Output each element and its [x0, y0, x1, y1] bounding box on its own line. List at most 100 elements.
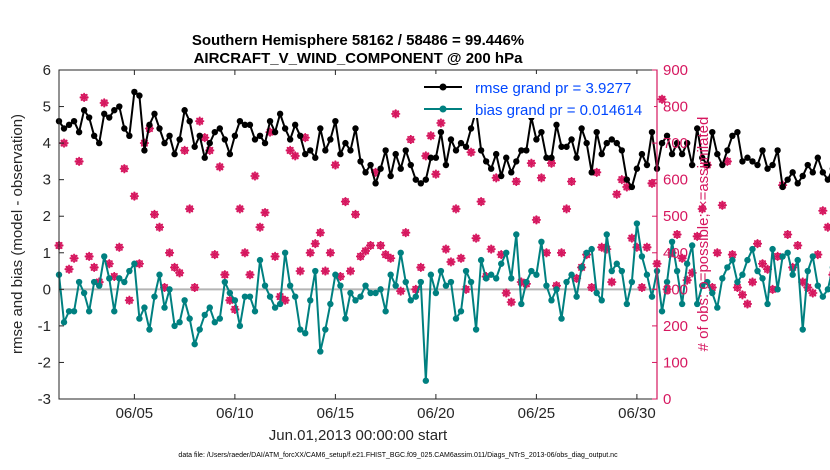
obs-assimilated-marker	[451, 204, 461, 214]
rmse-point	[739, 158, 746, 165]
obs-assimilated-marker	[788, 262, 798, 272]
obs-assimilated-marker	[330, 160, 340, 170]
obs-assimilated-marker	[627, 233, 637, 243]
rmse-point	[367, 161, 374, 169]
bias-point	[482, 275, 490, 282]
rmse-point	[312, 154, 319, 161]
rmse-point	[362, 169, 369, 176]
bias-point	[422, 377, 430, 384]
y2-tick-label: 800	[663, 99, 688, 116]
obs-assimilated-marker	[165, 248, 175, 258]
bias-point	[618, 267, 626, 275]
rmse-point	[457, 139, 465, 147]
rmse-point	[276, 110, 284, 118]
obs-assimilated-marker	[361, 246, 371, 256]
rmse-point	[673, 139, 681, 147]
obs-assimilated-marker	[823, 222, 830, 232]
obs-assimilated-marker	[74, 156, 84, 166]
bias-point	[492, 275, 500, 282]
bias-point	[382, 308, 389, 315]
rmse-point	[533, 136, 540, 143]
rmse-point	[307, 147, 314, 154]
bias-point	[221, 278, 229, 286]
rmse-point	[498, 172, 505, 180]
bias-point	[814, 282, 822, 289]
bias-point	[407, 297, 414, 304]
bias-point	[779, 253, 786, 260]
obs-assimilated-marker	[773, 251, 783, 261]
rmse-point	[337, 150, 344, 158]
obs-assimilated-marker	[687, 268, 697, 278]
obs-assimilated-marker	[265, 127, 275, 137]
obs-assimilated-marker	[250, 171, 260, 181]
obs-assimilated-marker	[491, 173, 501, 183]
data-file-footer: data file: /Users/raeder/DAI/ATM_forcXX/…	[178, 452, 618, 459]
rmse-point	[487, 165, 495, 172]
obs-assimilated-marker	[114, 242, 124, 252]
y-tick-label: -3	[38, 391, 51, 408]
obs-assimilated-marker	[506, 297, 516, 307]
rmse-point	[694, 125, 701, 132]
rmse-point	[136, 92, 143, 99]
bias-point	[322, 326, 329, 333]
axes: -3 -2 -1 0 1 2 3 4 5 6 0 100 200 300 400 500 600 700 800 90…	[38, 62, 688, 422]
obs-assimilated-marker	[225, 295, 235, 305]
obs-assimilated-marker	[421, 151, 431, 161]
bias-point	[583, 249, 590, 256]
rmse-point	[221, 136, 229, 143]
rmse-point	[593, 128, 600, 136]
bias-point	[799, 326, 806, 333]
rmse-point	[266, 117, 274, 125]
obs-assimilated-marker	[642, 242, 652, 252]
obs-assimilated-marker	[270, 251, 280, 261]
rmse-point	[216, 125, 224, 132]
y2-tick-label: 600	[663, 172, 688, 189]
bias-point	[699, 282, 706, 289]
bias-point	[181, 297, 188, 304]
bias-point	[553, 286, 560, 293]
obs-assimilated-marker	[305, 248, 315, 258]
bias-point	[191, 340, 198, 348]
rmse-point	[744, 154, 751, 161]
rmse-point	[161, 139, 168, 147]
bias-point	[412, 293, 419, 300]
rmse-point	[688, 161, 696, 169]
bias-point	[327, 300, 334, 308]
bias-point	[131, 260, 138, 267]
bias-point	[171, 322, 178, 330]
bias-point	[774, 286, 781, 293]
obs-assimilated-marker	[707, 283, 717, 293]
rmse-point	[156, 125, 163, 132]
rmse-point	[342, 139, 349, 147]
obs-assimilated-marker	[692, 231, 702, 241]
x-tick-label: 06/25	[518, 405, 556, 422]
bias-point	[196, 326, 203, 333]
bias-point	[673, 267, 681, 275]
bias-point	[563, 278, 570, 286]
obs-assimilated-marker	[632, 242, 642, 252]
rmse-point	[523, 147, 530, 154]
x-tick-label: 06/20	[417, 405, 455, 422]
y-tick-label: -1	[38, 318, 51, 335]
rmse-point	[422, 176, 430, 183]
rmse-point	[789, 169, 796, 176]
rmse-point	[683, 139, 691, 147]
bias-point	[251, 308, 259, 315]
bias-point	[613, 260, 620, 267]
bias-point	[472, 326, 480, 333]
bias-point	[633, 220, 641, 227]
rmse-point	[819, 169, 827, 176]
bias-point	[337, 282, 344, 289]
rmse-point	[784, 176, 791, 183]
bias-point	[794, 256, 801, 264]
bias-point	[116, 275, 123, 282]
obs-assimilated-marker	[396, 286, 406, 296]
y-tick-label: 5	[43, 99, 51, 116]
obs-assimilated-marker	[758, 259, 768, 269]
obs-assimilated-marker	[587, 283, 597, 293]
legend-bias-marker	[439, 105, 447, 113]
bias-point	[608, 267, 615, 275]
rmse-point	[332, 117, 339, 125]
obs-assimilated-marker	[280, 295, 290, 305]
rmse-point	[538, 128, 545, 136]
